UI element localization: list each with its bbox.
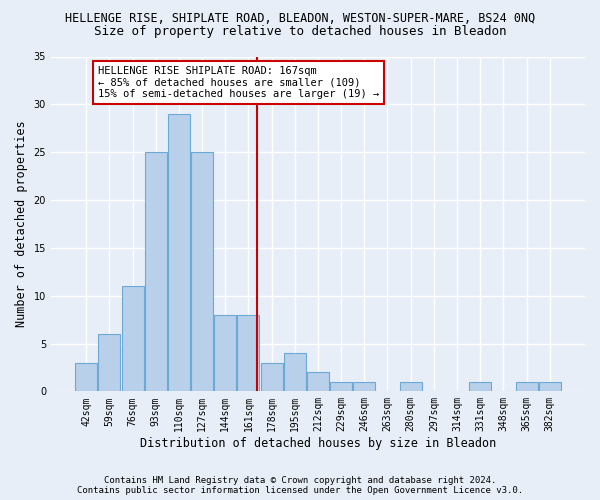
Bar — [238, 315, 259, 392]
Bar — [260, 362, 283, 392]
Bar — [400, 382, 422, 392]
Bar — [214, 315, 236, 392]
Bar — [98, 334, 121, 392]
Text: Contains HM Land Registry data © Crown copyright and database right 2024.: Contains HM Land Registry data © Crown c… — [104, 476, 496, 485]
Text: HELLENGE RISE SHIPLATE ROAD: 167sqm
← 85% of detached houses are smaller (109)
1: HELLENGE RISE SHIPLATE ROAD: 167sqm ← 85… — [98, 66, 379, 100]
Text: HELLENGE RISE, SHIPLATE ROAD, BLEADON, WESTON-SUPER-MARE, BS24 0NQ: HELLENGE RISE, SHIPLATE ROAD, BLEADON, W… — [65, 12, 535, 26]
Bar — [307, 372, 329, 392]
Bar — [469, 382, 491, 392]
Bar — [168, 114, 190, 392]
Bar — [75, 362, 97, 392]
Bar — [145, 152, 167, 392]
Text: Size of property relative to detached houses in Bleadon: Size of property relative to detached ho… — [94, 25, 506, 38]
Bar — [284, 353, 306, 392]
Bar — [539, 382, 561, 392]
Bar — [330, 382, 352, 392]
Bar — [191, 152, 213, 392]
Y-axis label: Number of detached properties: Number of detached properties — [15, 120, 28, 327]
Bar — [353, 382, 376, 392]
Bar — [122, 286, 143, 392]
Text: Contains public sector information licensed under the Open Government Licence v3: Contains public sector information licen… — [77, 486, 523, 495]
X-axis label: Distribution of detached houses by size in Bleadon: Distribution of detached houses by size … — [140, 437, 496, 450]
Bar — [515, 382, 538, 392]
